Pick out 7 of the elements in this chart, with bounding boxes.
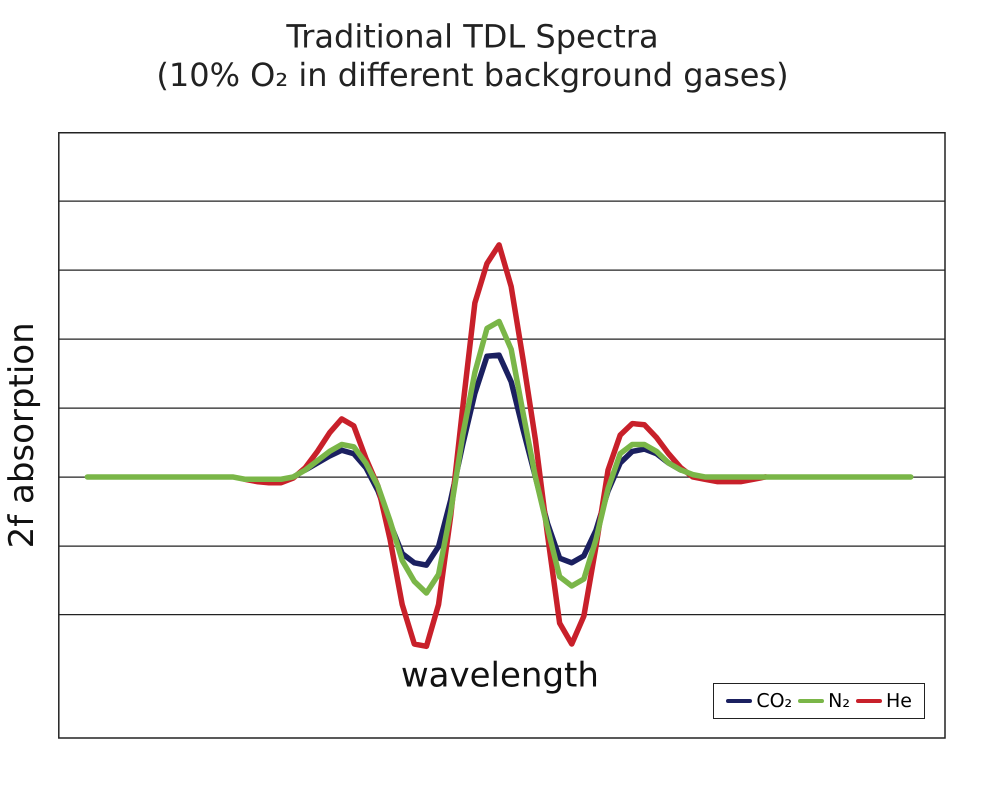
legend-label: N₂ [828,690,850,712]
chart-title: Traditional TDL Spectra [285,18,659,56]
x-axis-title: wavelength [400,655,599,696]
chart-subtitle: (10% O₂ in different background gases) [156,56,789,94]
y-axis-title: 2f absorption [2,322,42,548]
legend-label: CO₂ [756,690,792,712]
legend-label: He [886,690,912,712]
